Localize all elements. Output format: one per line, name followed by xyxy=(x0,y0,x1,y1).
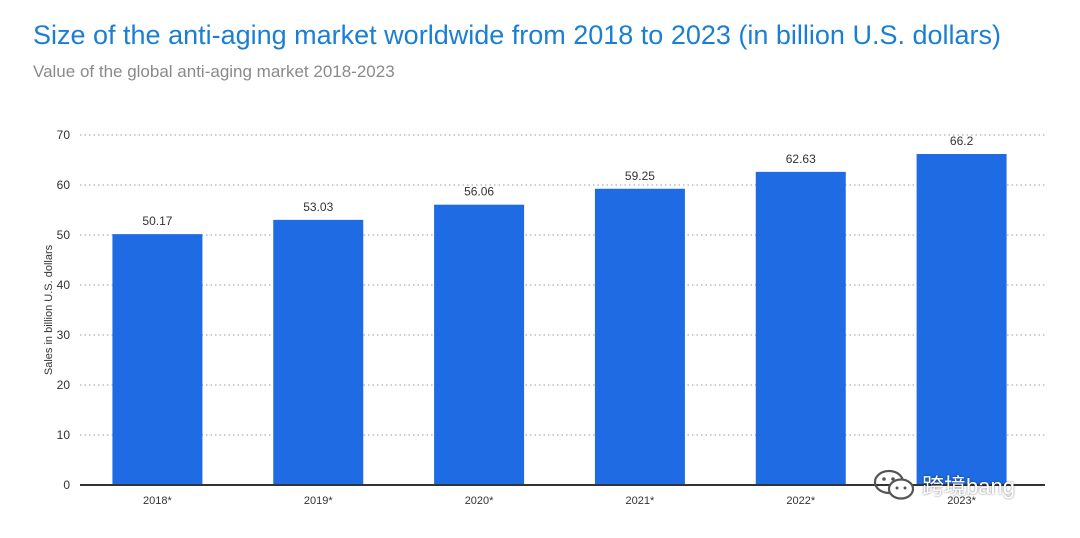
x-category-label: 2018* xyxy=(143,495,172,507)
x-category-label: 2021* xyxy=(626,495,655,507)
bar xyxy=(594,188,685,485)
y-tick-label: 20 xyxy=(57,378,71,392)
y-tick-label: 10 xyxy=(57,428,71,442)
chart-title: Size of the anti-aging market worldwide … xyxy=(33,20,1001,50)
y-axis-ticks: 0 10 20 30 40 50 60 70 xyxy=(57,128,71,492)
x-category-label: 2019* xyxy=(304,495,333,507)
bars xyxy=(112,154,1007,485)
y-tick-label: 40 xyxy=(57,278,71,292)
bar xyxy=(273,219,364,485)
bar-value-label: 62.63 xyxy=(786,152,816,166)
y-tick-label: 0 xyxy=(63,478,70,492)
gridlines xyxy=(80,134,1045,436)
bar xyxy=(112,234,203,485)
y-tick-label: 30 xyxy=(57,328,71,342)
y-axis-label: Sales in billion U.S. dollars xyxy=(43,244,55,375)
bar-value-label: 59.25 xyxy=(625,169,655,183)
watermark: 跨境bang xyxy=(872,468,1015,502)
wechat-icon xyxy=(873,469,915,500)
bar-value-label: 66.2 xyxy=(950,134,974,148)
x-category-label: 2020* xyxy=(465,495,494,507)
bar xyxy=(755,171,846,485)
bar-value-label: 56.06 xyxy=(464,185,494,199)
y-tick-label: 50 xyxy=(57,228,71,242)
bar-value-label: 53.03 xyxy=(303,200,333,214)
y-tick-label: 60 xyxy=(57,178,71,192)
bar xyxy=(434,204,525,485)
y-tick-label: 70 xyxy=(57,128,71,142)
watermark-text: 跨境bang xyxy=(922,474,1015,499)
bar-value-label: 50.17 xyxy=(142,214,172,228)
x-axis-categories: 2018* 2019* 2020* 2021* 2022* 2023* xyxy=(143,495,977,507)
bar xyxy=(916,154,1007,485)
chart-subtitle: Value of the global anti-aging market 20… xyxy=(33,62,395,81)
bar-value-labels: 50.17 53.03 56.06 59.25 62.63 66.2 xyxy=(142,134,973,228)
x-category-label: 2022* xyxy=(786,495,815,507)
x-category-label: 2023* xyxy=(947,495,976,507)
